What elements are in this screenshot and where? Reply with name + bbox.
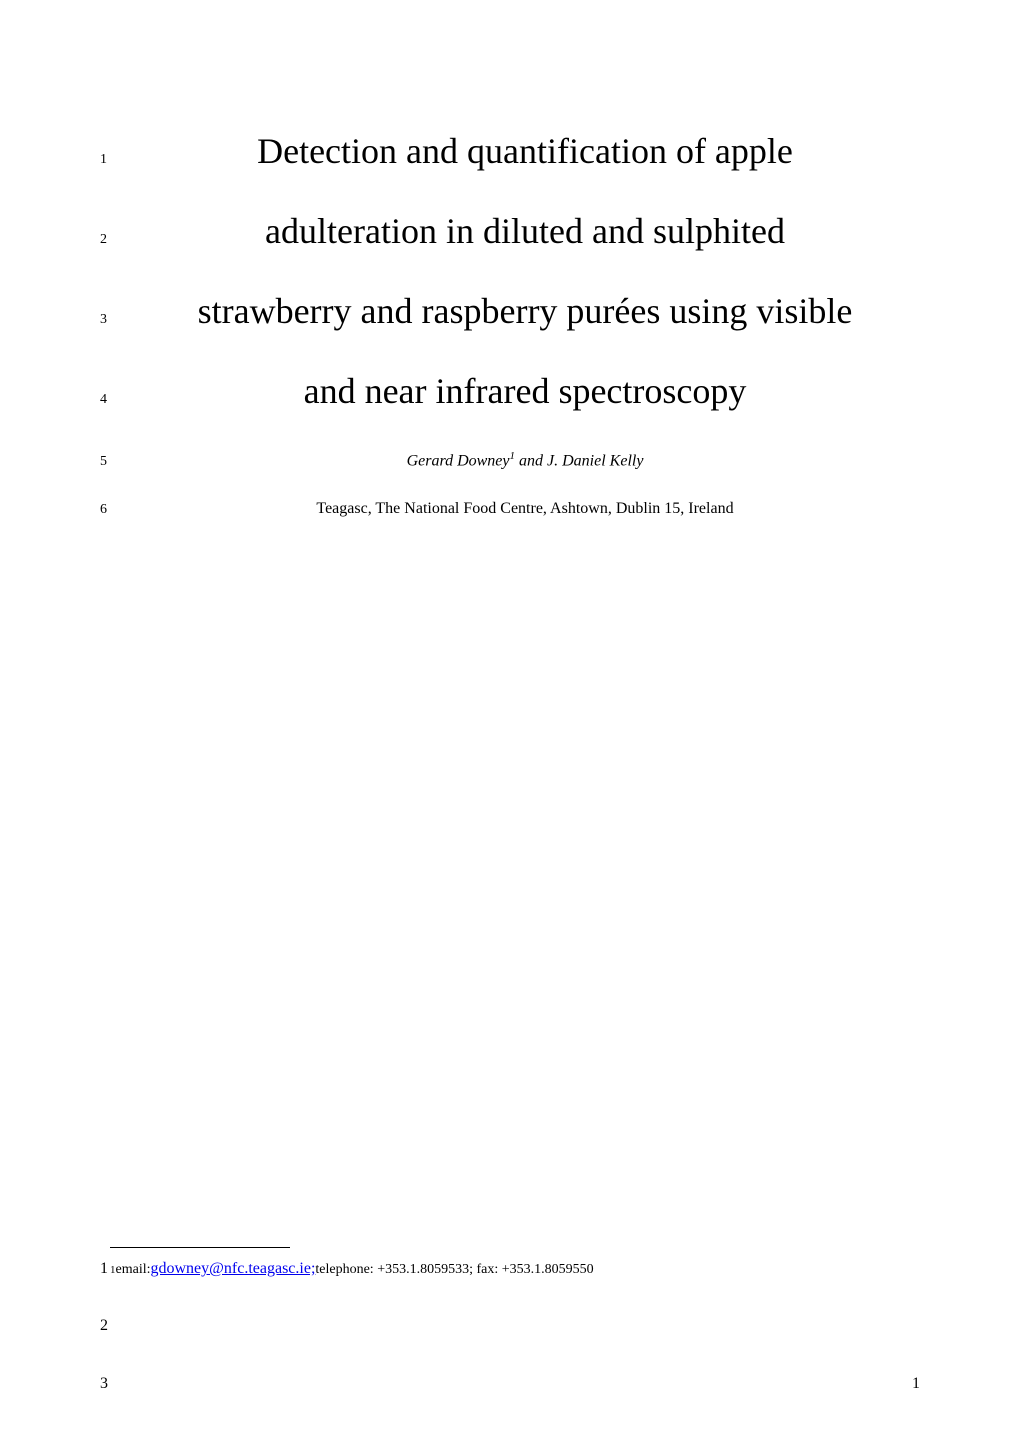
title-text: strawberry and raspberry purées using vi… xyxy=(130,290,920,332)
title-text: adulteration in diluted and sulphited xyxy=(130,210,920,252)
title-line-4: 4 and near infrared spectroscopy xyxy=(100,370,920,412)
author-1: Gerard Downey xyxy=(407,452,510,469)
affiliation-line: 6 Teagasc, The National Food Centre, Ash… xyxy=(100,500,920,518)
title-line-2: 2 adulteration in diluted and sulphited xyxy=(100,210,920,252)
footnote-leading-number: 1 xyxy=(100,1260,108,1278)
footnote-separator xyxy=(110,1247,290,1248)
line-number: 6 xyxy=(100,502,130,518)
title-line-3: 3 strawberry and raspberry purées using … xyxy=(100,290,920,332)
bottom-number-3: 3 xyxy=(100,1375,108,1393)
title-line-1: 1 Detection and quantification of apple xyxy=(100,130,920,172)
footnote-prefix: email: xyxy=(116,1262,151,1278)
line-number: 3 xyxy=(100,312,130,328)
line-number: 4 xyxy=(100,392,130,408)
footnote-line: 11 email: gdowney@nfc.teagasc.ie; teleph… xyxy=(100,1260,594,1278)
line-number: 5 xyxy=(100,454,130,470)
line-number: 1 xyxy=(100,152,130,168)
title-text: Detection and quantification of apple xyxy=(130,130,920,172)
bottom-number-2: 2 xyxy=(100,1317,108,1335)
author-line: 5 Gerard Downey1 and J. Daniel Kelly xyxy=(100,450,920,470)
author-2: J. Daniel Kelly xyxy=(547,452,643,469)
footnote-suffix: telephone: +353.1.8059533; fax: +353.1.8… xyxy=(315,1262,593,1278)
author-connector: and xyxy=(515,452,547,469)
footnote-email-link[interactable]: gdowney@nfc.teagasc.ie; xyxy=(151,1260,316,1278)
title-text: and near infrared spectroscopy xyxy=(130,370,920,412)
page-number: 1 xyxy=(912,1375,920,1393)
affiliation-text: Teagasc, The National Food Centre, Ashto… xyxy=(130,500,920,518)
author-names: Gerard Downey1 and J. Daniel Kelly xyxy=(130,450,920,470)
line-number: 2 xyxy=(100,232,130,248)
